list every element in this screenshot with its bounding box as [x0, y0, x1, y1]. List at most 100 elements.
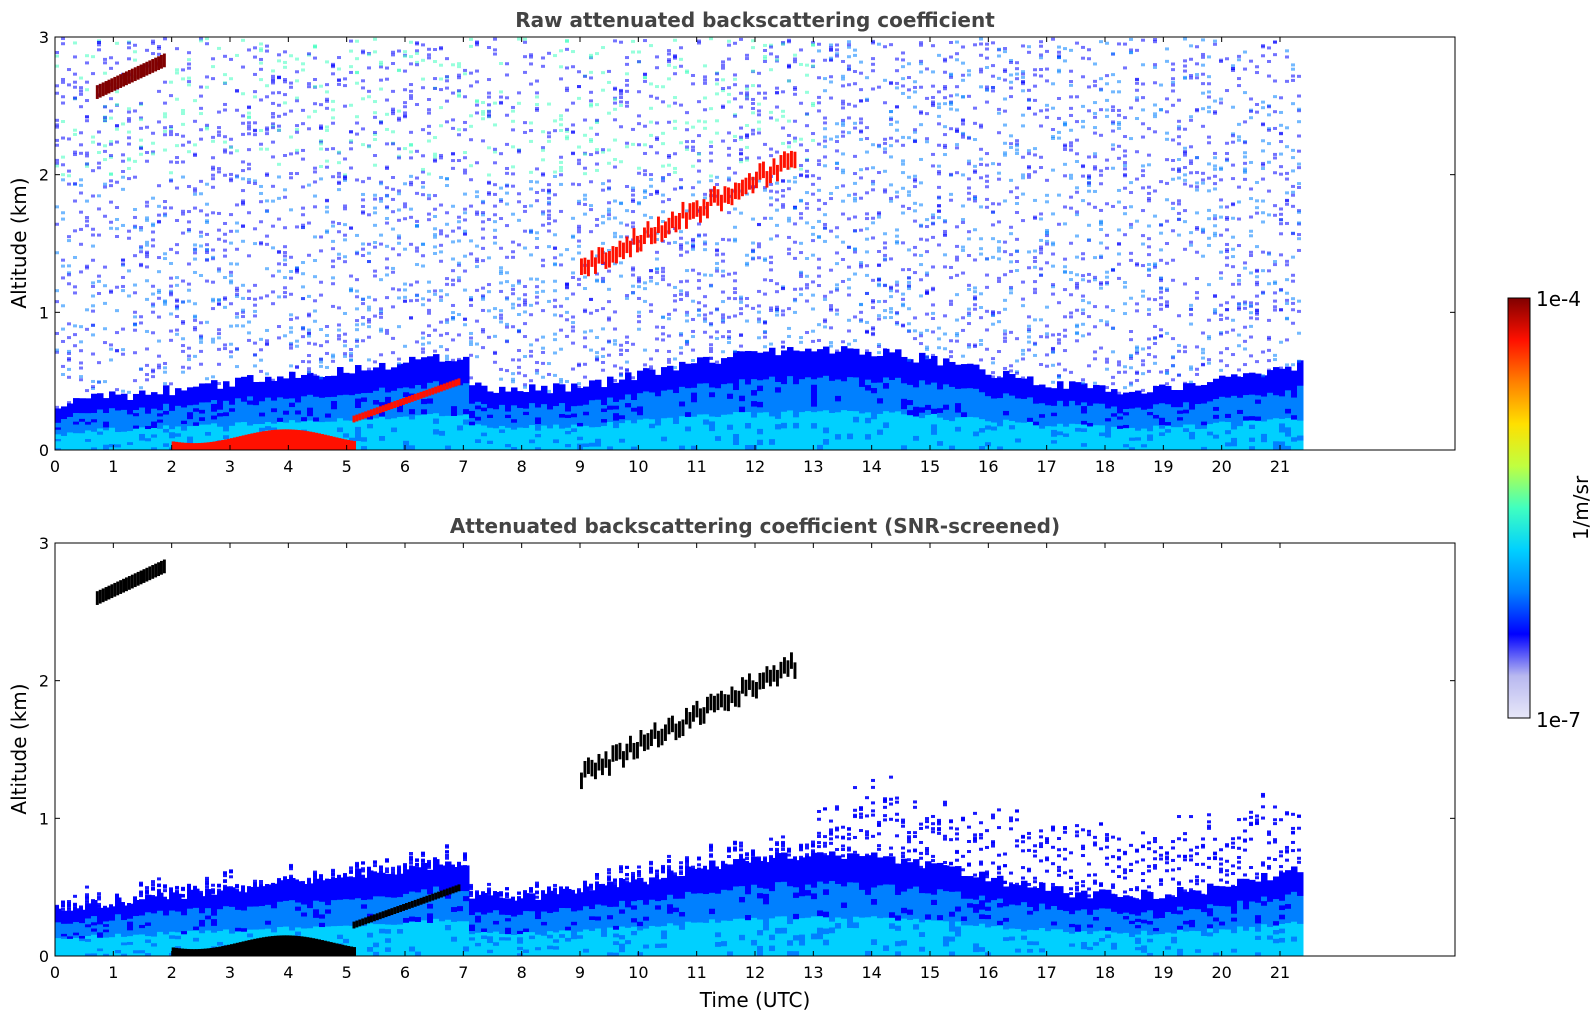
data-cell: [757, 444, 764, 450]
data-cell: [307, 377, 314, 382]
data-cell: [781, 350, 788, 357]
data-cell: [145, 422, 152, 426]
data-cell: [721, 398, 728, 405]
data-cell: [613, 97, 617, 101]
data-cell: [277, 128, 281, 132]
data-cell: [397, 440, 404, 446]
data-cell: [79, 325, 83, 329]
data-cell: [247, 400, 254, 405]
data-cell: [325, 351, 329, 355]
data-cell: [367, 427, 374, 433]
data-cell: [265, 132, 269, 136]
data-cell: [103, 301, 107, 305]
data-cell: [613, 101, 617, 105]
data-cell: [187, 227, 191, 231]
data-cell: [295, 130, 299, 134]
data-cell: [439, 396, 446, 402]
data-cell: [385, 194, 389, 198]
data-cell: [409, 372, 416, 379]
data-cell: [721, 269, 725, 273]
data-cell: [481, 421, 488, 426]
data-cell: [607, 69, 611, 73]
data-cell: [109, 446, 116, 450]
data-cell: [265, 397, 272, 402]
data-cell: [601, 439, 608, 444]
data-cell: [745, 253, 749, 257]
data-cell: [319, 357, 323, 361]
data-cell: [613, 390, 620, 395]
data-cell: [361, 427, 368, 433]
data-cell: [565, 248, 569, 252]
data-cell: [637, 247, 641, 251]
data-cell: [571, 271, 575, 275]
data-cell: [481, 308, 485, 312]
data-cell: [493, 421, 500, 426]
data-cell: [529, 384, 536, 389]
data-cell: [421, 434, 428, 441]
data-cell: [547, 437, 554, 442]
data-cell: [589, 70, 593, 74]
data-cell: [667, 360, 671, 364]
data-cell: [169, 206, 173, 210]
data-cell: [649, 418, 656, 424]
data-cell: [691, 348, 695, 352]
data-cell: [583, 275, 587, 279]
data-cell: [163, 302, 167, 306]
data-cell: [721, 78, 725, 82]
data-cell: [439, 63, 443, 67]
data-cell: [781, 422, 788, 429]
data-cell: [259, 369, 263, 373]
data-cell: [547, 217, 551, 221]
data-cell: [175, 299, 179, 303]
data-cell: [745, 361, 752, 368]
data-cell: [289, 380, 296, 386]
data-cell: [235, 381, 242, 387]
data-cell: [307, 394, 314, 400]
data-cell: [577, 382, 581, 386]
data-cell: [763, 258, 767, 262]
data-cell: [79, 415, 86, 419]
data-cell: [553, 416, 560, 421]
data-cell: [787, 409, 794, 417]
data-cell: [55, 413, 62, 416]
data-cell: [331, 412, 338, 418]
data-cell: [781, 433, 788, 440]
data-cell: [55, 251, 59, 255]
data-cell: [397, 116, 401, 120]
data-cell: [541, 346, 545, 350]
data-cell: [529, 303, 533, 307]
data-cell: [619, 403, 626, 408]
data-cell: [457, 65, 461, 69]
data-cell: [319, 177, 323, 181]
data-cell: [421, 403, 428, 410]
data-cell: [511, 105, 515, 109]
data-cell: [637, 423, 644, 429]
data-cell: [61, 418, 68, 422]
data-cell: [529, 170, 533, 174]
data-cell: [157, 219, 161, 223]
data-cell: [271, 224, 275, 228]
data-cell: [637, 401, 644, 407]
data-cell: [739, 91, 743, 95]
data-cell: [223, 254, 227, 258]
data-cell: [505, 271, 509, 275]
data-cell: [577, 96, 581, 100]
data-cell: [559, 263, 563, 267]
data-cell: [781, 367, 788, 374]
data-cell: [571, 405, 578, 410]
data-cell: [133, 323, 137, 327]
data-cell: [271, 392, 278, 397]
data-cell: [337, 413, 344, 419]
data-cell: [115, 397, 122, 402]
data-cell: [169, 382, 173, 386]
data-cell: [625, 424, 632, 429]
data-cell: [397, 368, 404, 374]
data-cell: [649, 391, 656, 397]
data-cell: [289, 343, 293, 347]
data-cell: [349, 130, 353, 134]
data-cell: [457, 389, 464, 396]
data-cell: [475, 210, 479, 214]
data-cell: [697, 41, 701, 45]
data-cell: [439, 175, 443, 179]
data-cell: [97, 233, 101, 237]
